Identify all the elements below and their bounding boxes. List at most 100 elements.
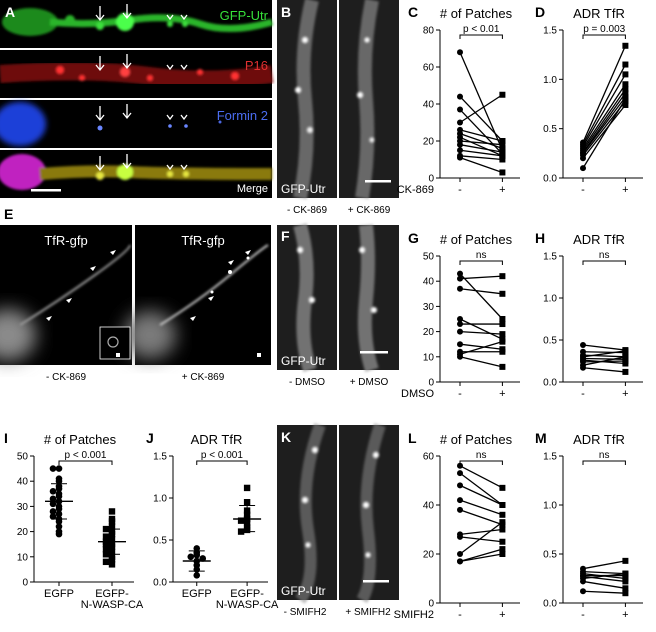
chart-c-point-after xyxy=(499,149,506,156)
chart-h-pair-line xyxy=(582,357,626,360)
chart-l-point-before xyxy=(457,506,463,513)
chart-d: D ADR TfR 0.0 0.5 1.0 1.5 - + p = 0.003 xyxy=(535,4,643,196)
panel-b: B GFP-Utr - CK-869 + CK-869 xyxy=(277,0,399,216)
chart-g-x-tick-label: + xyxy=(499,388,505,400)
panel-e-scale-bar-minus xyxy=(116,353,120,357)
chart-h-point-after xyxy=(622,347,629,354)
chart-c-bracket xyxy=(459,34,503,39)
chart-i-x-tick-label: EGFP xyxy=(44,588,74,600)
chart-h-pair-line xyxy=(582,367,626,373)
chart-l-point-after xyxy=(499,519,506,526)
chart-g-treatment-label: DMSO xyxy=(401,388,434,400)
panel-a-label-p16: P16 xyxy=(245,58,268,73)
chart-l-point-after xyxy=(499,502,506,508)
chart-m-y-tick-label: 0.0 xyxy=(543,599,557,610)
panel-e-arrowheads xyxy=(46,250,251,321)
chart-c-point-before xyxy=(457,106,463,113)
chart-i-point xyxy=(102,558,110,566)
chart-i-y-tick-label: 30 xyxy=(17,502,29,513)
chart-c-point-after xyxy=(499,156,506,163)
panel-a-formin-signal xyxy=(0,102,222,146)
chart-l-bracket xyxy=(459,460,503,465)
chart-d-letter: D xyxy=(535,4,545,20)
chart-d-y-tick-label: 0.5 xyxy=(543,124,557,135)
chart-l-pair-line xyxy=(459,499,503,516)
chart-l-point-before xyxy=(457,551,463,557)
chart-g-point-before xyxy=(457,328,463,335)
chart-m-pair-line xyxy=(582,572,626,580)
chart-l-point-before xyxy=(457,558,463,565)
chart-i-point xyxy=(55,465,63,472)
chart-g-pair-line xyxy=(459,318,503,340)
chart-d-point-after xyxy=(622,90,629,97)
chart-m-point-after xyxy=(622,557,629,564)
chart-l-pair-line xyxy=(459,509,503,526)
panel-a-arrows xyxy=(95,4,188,172)
chart-l-pair-line xyxy=(459,521,503,555)
chart-g-point-before xyxy=(457,285,463,292)
chart-l-annotation: ns xyxy=(476,450,487,461)
chart-g-bracket xyxy=(459,260,503,265)
chart-j-annotation: p < 0.001 xyxy=(201,450,243,461)
chart-d-pair-line xyxy=(582,88,626,151)
panel-a-merge-signal xyxy=(0,154,273,190)
chart-c-pair-line xyxy=(459,94,503,124)
chart-l-y-tick-label: 0 xyxy=(428,599,434,610)
chart-l-treatment-label: SMIFH2 xyxy=(394,609,434,621)
panel-b-cond-minus: - CK-869 xyxy=(287,205,327,216)
chart-j-y-tick-label: 1.5 xyxy=(153,452,167,463)
chart-j-point xyxy=(243,499,251,506)
panel-a-letter: A xyxy=(5,4,15,20)
chart-j-title: ADR TfR xyxy=(191,432,243,447)
chart-d-x-tick-label: + xyxy=(622,184,628,196)
chart-j-point xyxy=(193,571,201,579)
chart-l-point-after xyxy=(499,526,506,533)
chart-i-point xyxy=(108,508,116,515)
chart-c-pair-line xyxy=(459,157,503,174)
chart-h-y-tick-label: 0.0 xyxy=(543,378,557,389)
chart-g-y-tick-label: 30 xyxy=(423,302,435,313)
chart-m-pair-line xyxy=(582,570,626,575)
chart-d-point-after xyxy=(622,86,629,93)
chart-l-point-before xyxy=(457,497,463,504)
panel-a-label-merge: Merge xyxy=(237,183,268,195)
panel-b-letter: B xyxy=(281,4,291,20)
chart-g-pair-line xyxy=(459,288,503,295)
chart-i-point xyxy=(55,523,63,530)
chart-l-y-tick-label: 20 xyxy=(423,550,435,561)
chart-m-y-tick-label: 0.5 xyxy=(543,550,557,561)
chart-h-x-tick-label: - xyxy=(581,388,585,400)
chart-c-point-before xyxy=(457,147,463,154)
chart-j-x-tick-label: N-WASP-CA xyxy=(216,599,279,611)
chart-g-pair-line xyxy=(459,273,503,320)
chart-m-letter: M xyxy=(535,430,547,446)
chart-h-point-before xyxy=(580,364,586,371)
chart-m-point-before xyxy=(580,578,586,585)
chart-l-point-before xyxy=(457,482,463,489)
chart-i-point xyxy=(55,477,63,485)
chart-i-point xyxy=(108,518,116,525)
chart-g-annotation: ns xyxy=(476,250,487,261)
panel-e-inset xyxy=(99,326,131,360)
chart-c: C # of Patches 0 20 40 60 80 - + CK-869 p < 0.01 xyxy=(397,4,520,196)
chart-l-pair-line xyxy=(459,472,503,506)
chart-l-pair-line xyxy=(459,465,503,489)
panel-e-cond-minus: - CK-869 xyxy=(46,372,86,383)
chart-h-point-after xyxy=(622,358,629,364)
chart-l-title: # of Patches xyxy=(440,432,513,447)
chart-j-y-tick-label: 1.0 xyxy=(153,494,167,505)
chart-i-y-tick-label: 0 xyxy=(22,578,28,589)
chart-i-y-tick-label: 10 xyxy=(17,552,29,563)
chart-j-y-tick-label: 0.5 xyxy=(153,536,167,547)
chart-i-point xyxy=(108,561,116,568)
chart-m-title: ADR TfR xyxy=(573,432,625,447)
chart-i-title: # of Patches xyxy=(44,432,117,447)
chart-j-x-tick-label: EGFP- xyxy=(230,588,264,600)
chart-h-bracket xyxy=(582,260,626,265)
chart-c-letter: C xyxy=(408,4,418,20)
chart-c-pair-line xyxy=(459,129,503,142)
panel-e-cond-plus: + CK-869 xyxy=(182,372,225,383)
chart-j-point xyxy=(199,555,207,562)
chart-c-point-before xyxy=(457,49,463,56)
chart-i-annotation: p < 0.001 xyxy=(65,450,107,461)
